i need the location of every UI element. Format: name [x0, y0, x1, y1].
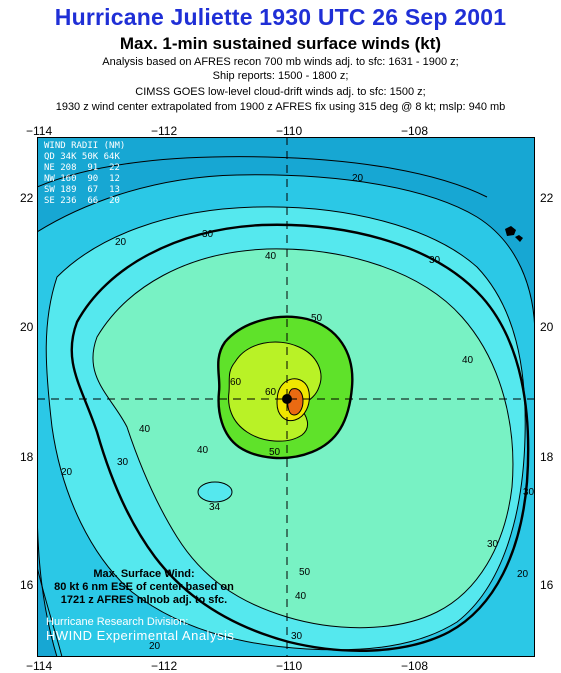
y-tick-right: 20: [540, 320, 554, 334]
legend-r64: 12: [109, 174, 120, 184]
contour-label: 30: [487, 539, 499, 550]
legend-r50: 67: [87, 185, 99, 195]
x-tick-top: −110: [276, 124, 303, 138]
credit-analysis: HWIND Experimental Analysis: [46, 628, 235, 643]
legend-r64: 13: [109, 185, 120, 195]
contour-label: 30: [523, 487, 535, 498]
x-tick-top: −112: [151, 124, 178, 138]
max-wind-line3: 1721 z AFRES mlnob adj. to sfc.: [60, 594, 228, 606]
wind-contour-plot: 20 30 40 50 60 60 40 50 40 30 34 30 40 2…: [37, 137, 535, 657]
contour-label: 40: [462, 355, 474, 366]
legend-r34: 189: [60, 185, 77, 195]
x-tick-bottom: −112: [151, 659, 178, 673]
analysis-note-4: 1930 z wind center extrapolated from 190…: [55, 101, 506, 113]
contour-label: 30: [291, 631, 303, 642]
contour-label: 50: [311, 313, 323, 324]
contour-label: 50: [299, 567, 311, 578]
contour-label: 40: [197, 445, 209, 456]
contour-label: 40: [139, 424, 151, 435]
contour-label: 20: [149, 641, 161, 652]
map-subtitle: Max. 1-min sustained surface winds (kt): [119, 34, 442, 53]
legend-r50: 91: [87, 163, 99, 173]
legend-quad: SE: [44, 196, 55, 206]
island: [515, 235, 523, 242]
legend-quad: NE: [44, 163, 55, 173]
x-tick-bottom: −110: [276, 659, 303, 673]
contour-34kt: [70, 223, 530, 652]
contour-label: 40: [265, 251, 277, 262]
contour-label: 20: [517, 569, 529, 580]
y-tick-right: 18: [540, 450, 554, 464]
contour-label: 30: [202, 229, 214, 240]
legend-row: SW 189 67 13: [44, 185, 125, 196]
legend-header: WIND RADII (NM): [44, 141, 126, 151]
analysis-note-2: Ship reports: 1500 - 1800 z;: [212, 70, 349, 82]
legend-quad: NW: [44, 174, 55, 184]
legend-r34: 160: [60, 174, 77, 184]
y-tick-right: 22: [540, 191, 554, 205]
contour-label: 60: [265, 387, 277, 398]
low-wind-area: [197, 481, 233, 503]
x-tick-top: −108: [401, 124, 429, 138]
storm-center-marker: [282, 394, 292, 404]
y-tick-left: 20: [20, 320, 34, 334]
contour-20kt: [37, 156, 488, 198]
legend-row: NW 160 90 12: [44, 174, 125, 185]
analysis-note-3: CIMSS GOES low-level cloud-drift winds a…: [135, 86, 426, 98]
x-tick-top: −114: [26, 124, 53, 138]
contour-label: 50: [269, 447, 281, 458]
contour-label: 34: [209, 502, 221, 513]
legend-r50: 90: [87, 174, 99, 184]
legend-quad: SW: [44, 185, 55, 195]
y-tick-left: 18: [20, 450, 34, 464]
wind-radii-legend: WIND RADII (NM) QD 34K 50K 64K NE 208 91…: [44, 141, 125, 207]
contour-label: 20: [61, 467, 73, 478]
max-wind-line2: 80 kt 6 nm ESE of center based on: [54, 581, 234, 593]
map-title: Hurricane Juliette 1930 UTC 26 Sep 2001: [54, 4, 507, 30]
legend-r50: 66: [87, 196, 99, 206]
legend-r64: 20: [109, 196, 120, 206]
legend-r64: 22: [109, 163, 120, 173]
y-tick-left: 22: [20, 191, 34, 205]
contour-20kt-south: [37, 566, 63, 657]
credit-division: Hurricane Research Division:: [46, 616, 189, 628]
legend-row: SE 236 66 20: [44, 196, 125, 207]
wind-field-map: 20 30 40 50 60 60 40 50 40 30 34 30 40 2…: [37, 137, 535, 657]
legend-r34: 236: [60, 196, 77, 206]
island: [505, 226, 516, 236]
max-wind-line1: Max. Surface Wind:: [93, 568, 195, 580]
analysis-note-1: Analysis based on AFRES recon 700 mb win…: [102, 56, 459, 68]
contour-label: 20: [352, 173, 364, 184]
y-tick-right: 16: [540, 578, 554, 592]
x-tick-bottom: −114: [26, 659, 53, 673]
contour-label: 60: [230, 377, 242, 388]
max-wind-note: Max. Surface Wind: 80 kt 6 nm ESE of cen…: [44, 568, 244, 607]
legend-r34: 208: [60, 163, 77, 173]
contour-label: 30: [117, 457, 129, 468]
x-tick-bottom: −108: [401, 659, 429, 673]
contour-label: 40: [295, 591, 307, 602]
contour-label: 30: [429, 255, 441, 266]
legend-columns: QD 34K 50K 64K: [44, 152, 120, 162]
y-tick-left: 16: [20, 578, 34, 592]
contour-label: 20: [115, 237, 127, 248]
legend-row: NE 208 91 22: [44, 163, 125, 174]
